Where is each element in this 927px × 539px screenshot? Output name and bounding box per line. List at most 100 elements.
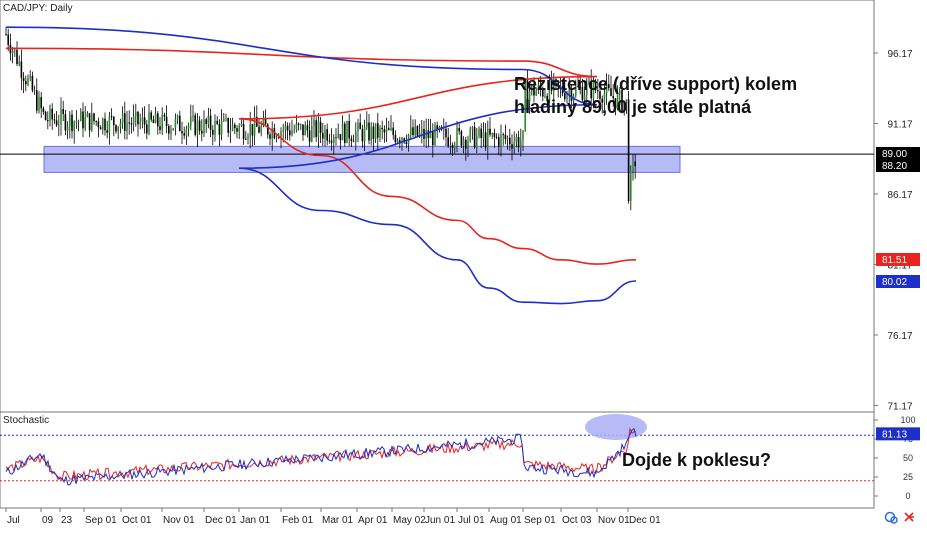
price-bar-body xyxy=(425,130,427,139)
stochastic-value-label: 81.13 xyxy=(882,429,907,440)
price-panel-frame xyxy=(0,0,875,413)
price-bar-body xyxy=(40,97,42,109)
price-bar-body xyxy=(405,142,408,144)
price-bar-body xyxy=(130,123,133,125)
price-tag-label: 81.51 xyxy=(882,255,907,266)
price-bar-body xyxy=(225,118,227,119)
price-bar-body xyxy=(110,116,113,118)
price-bar-body xyxy=(377,123,379,138)
price-bar-body xyxy=(564,93,566,99)
price-axis-label: 86.17 xyxy=(887,190,912,201)
price-bar-body xyxy=(594,82,597,91)
price-series xyxy=(5,27,636,211)
price-bar-body xyxy=(385,128,388,133)
price-bar-body xyxy=(20,61,23,78)
price-bar-body xyxy=(135,111,137,117)
price-bar-body xyxy=(143,117,146,125)
price-bar-body xyxy=(429,131,432,139)
price-bar-body xyxy=(223,118,225,121)
price-bar-body xyxy=(165,116,168,127)
price-bar-body xyxy=(236,128,238,132)
price-bar-body xyxy=(610,88,612,97)
price-bar-body xyxy=(361,129,364,142)
chart-title-box xyxy=(1,1,63,14)
price-bar-body xyxy=(29,75,31,79)
price-bar-body xyxy=(95,121,97,122)
price-bar-body xyxy=(344,123,346,143)
price-bar-body xyxy=(201,130,203,134)
price-bar-body xyxy=(300,124,302,126)
stochastic-value-box xyxy=(876,427,920,441)
price-bar-body xyxy=(14,49,16,51)
price-bar-body xyxy=(454,145,456,149)
price-bar-body xyxy=(546,95,548,102)
x-axis-label: Mar 01 xyxy=(322,515,354,526)
price-bar-body xyxy=(269,134,271,139)
price-axis-label: 76.17 xyxy=(887,331,912,342)
price-bar-body xyxy=(176,115,179,120)
x-axis-label: Aug 01 xyxy=(490,515,522,526)
price-bar-body xyxy=(493,132,496,137)
price-bar-body xyxy=(616,93,619,109)
price-bar-body xyxy=(22,77,25,81)
price-bar-body xyxy=(363,127,366,142)
price-bar-body xyxy=(555,79,557,81)
price-bar-body xyxy=(313,120,315,127)
price-bar-body xyxy=(443,128,445,130)
highlight-ellipse xyxy=(585,414,647,440)
price-bar-body xyxy=(16,49,18,65)
price-bar-body xyxy=(451,145,454,149)
price-bar-body xyxy=(445,128,447,138)
price-bar-body xyxy=(82,111,84,129)
price-bar-body xyxy=(159,126,161,130)
price-bar-body xyxy=(476,136,478,148)
moving-average-blue xyxy=(5,26,637,305)
price-bar-body xyxy=(581,86,584,101)
price-bar-body xyxy=(579,86,581,88)
price-bar-body xyxy=(258,126,260,133)
price-bar-body xyxy=(7,34,9,45)
stochastic-annotation: Dojde k poklesu? xyxy=(622,450,771,470)
price-bar-body xyxy=(388,128,390,130)
price-bar-body xyxy=(55,120,58,126)
price-bar-body xyxy=(242,123,245,139)
price-bar-body xyxy=(577,86,579,88)
price-bar-body xyxy=(421,129,423,133)
close-arrow-icon[interactable] xyxy=(904,512,914,522)
price-bar-body xyxy=(462,139,465,146)
price-bar-body xyxy=(533,85,535,96)
annotation-line-2: hladiny 89,00 je stále platná xyxy=(514,97,752,117)
price-bar-body xyxy=(326,129,328,141)
price-bar-body xyxy=(31,75,34,91)
price-bar-body xyxy=(84,117,86,129)
price-bar-body xyxy=(319,121,322,133)
price-bar-body xyxy=(366,122,368,128)
x-axis-label: 23 xyxy=(61,515,73,526)
x-axis-label: May 02 xyxy=(393,515,426,526)
x-axis-label: Oct 01 xyxy=(122,515,152,526)
price-bar-body xyxy=(108,116,111,133)
price-bar-body xyxy=(179,115,181,132)
price-bar-body xyxy=(71,114,73,132)
price-bar-body xyxy=(548,79,551,102)
price-bar-body xyxy=(36,90,38,111)
price-bar-body xyxy=(570,89,573,101)
price-bar-body xyxy=(75,121,78,123)
x-axis-label: Sep 01 xyxy=(524,515,556,526)
price-bar-body xyxy=(522,130,524,141)
price-bar-body xyxy=(187,125,190,129)
price-bar-body xyxy=(487,128,489,148)
price-bar-body xyxy=(5,34,7,36)
price-bar-body xyxy=(568,89,570,94)
price-bar-body xyxy=(608,84,610,89)
x-axis-label: Nov 01 xyxy=(598,515,630,526)
price-bar-body xyxy=(623,102,625,112)
price-bar-body xyxy=(311,126,313,142)
price-bar-body xyxy=(399,140,401,143)
price-bar-body xyxy=(286,125,289,131)
sync-icon[interactable] xyxy=(884,511,898,524)
price-bar-body xyxy=(359,122,361,130)
price-panel: CAD/JPY: Daily Rezistence (dříve support… xyxy=(0,0,875,413)
x-axis: Jul 09 23 Sep 01 Oct 01 Nov 01 Dec 01 Jan 01 Feb… xyxy=(5,508,661,526)
